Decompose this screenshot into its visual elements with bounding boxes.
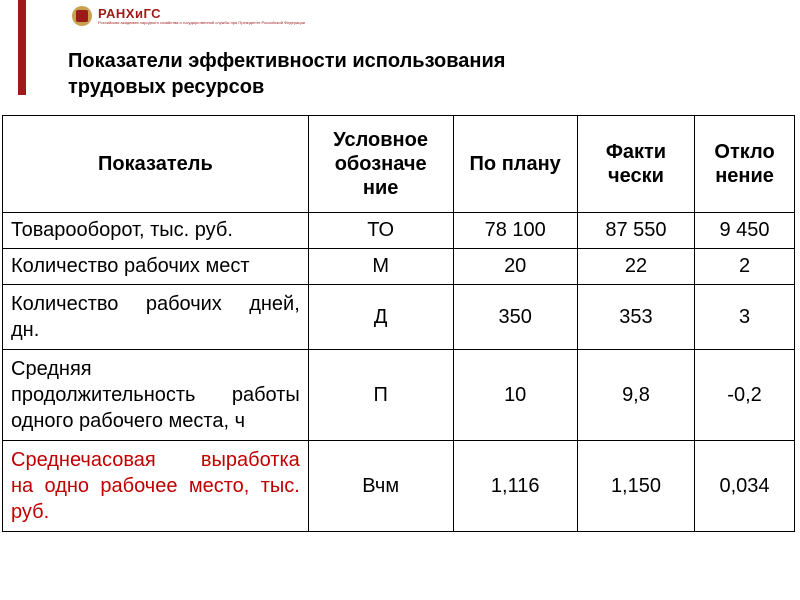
cell-deviation: 3 xyxy=(695,285,795,350)
logo: РАНХиГС Российская академия народного хо… xyxy=(72,6,305,26)
cell-symbol: П xyxy=(308,350,453,441)
logo-subtitle: Российская академия народного хозяйства … xyxy=(98,21,305,25)
cell-symbol: М xyxy=(308,249,453,285)
cell-plan: 78 100 xyxy=(453,213,577,249)
cell-actual: 353 xyxy=(577,285,694,350)
cell-deviation: 2 xyxy=(695,249,795,285)
table-row: Среднечасовая выработка на одно рабочее … xyxy=(3,441,795,532)
cell-actual: 87 550 xyxy=(577,213,694,249)
table-header-row: Показатель Условное обозначе ние По план… xyxy=(3,116,795,213)
accent-bar xyxy=(18,0,26,95)
cell-plan: 1,116 xyxy=(453,441,577,532)
logo-text: РАНХиГС Российская академия народного хо… xyxy=(98,7,305,25)
cell-plan: 350 xyxy=(453,285,577,350)
cell-indicator: Количество рабочих дней, дн. xyxy=(3,285,309,350)
header-actual: Факти чески xyxy=(577,116,694,213)
cell-indicator: Среднечасовая выработка на одно рабочее … xyxy=(3,441,309,532)
page-title: Показатели эффективности использования т… xyxy=(68,48,505,100)
cell-plan: 10 xyxy=(453,350,577,441)
table-row: Количество рабочих дней, дн. Д 350 353 3 xyxy=(3,285,795,350)
title-line-1: Показатели эффективности использования xyxy=(68,50,505,72)
header-plan: По плану xyxy=(453,116,577,213)
header-symbol: Условное обозначе ние xyxy=(308,116,453,213)
table-row: Количество рабочих мест М 20 22 2 xyxy=(3,249,795,285)
cell-plan: 20 xyxy=(453,249,577,285)
cell-indicator: Товарооборот, тыс. руб. xyxy=(3,213,309,249)
table-row: Средняя продолжительность работы одного … xyxy=(3,350,795,441)
cell-deviation: 0,034 xyxy=(695,441,795,532)
table-row: Товарооборот, тыс. руб. ТО 78 100 87 550… xyxy=(3,213,795,249)
cell-symbol: Д xyxy=(308,285,453,350)
cell-actual: 9,8 xyxy=(577,350,694,441)
logo-title: РАНХиГС xyxy=(98,7,305,20)
cell-symbol: ТО xyxy=(308,213,453,249)
cell-actual: 22 xyxy=(577,249,694,285)
header-indicator: Показатель xyxy=(3,116,309,213)
header-deviation: Откло нение xyxy=(695,116,795,213)
efficiency-table: Показатель Условное обозначе ние По план… xyxy=(2,115,795,532)
cell-symbol: Вчм xyxy=(308,441,453,532)
cell-deviation: 9 450 xyxy=(695,213,795,249)
cell-actual: 1,150 xyxy=(577,441,694,532)
cell-indicator: Средняя продолжительность работы одного … xyxy=(3,350,309,441)
cell-deviation: -0,2 xyxy=(695,350,795,441)
title-line-2: трудовых ресурсов xyxy=(68,76,264,98)
logo-emblem xyxy=(72,6,92,26)
cell-indicator: Количество рабочих мест xyxy=(3,249,309,285)
